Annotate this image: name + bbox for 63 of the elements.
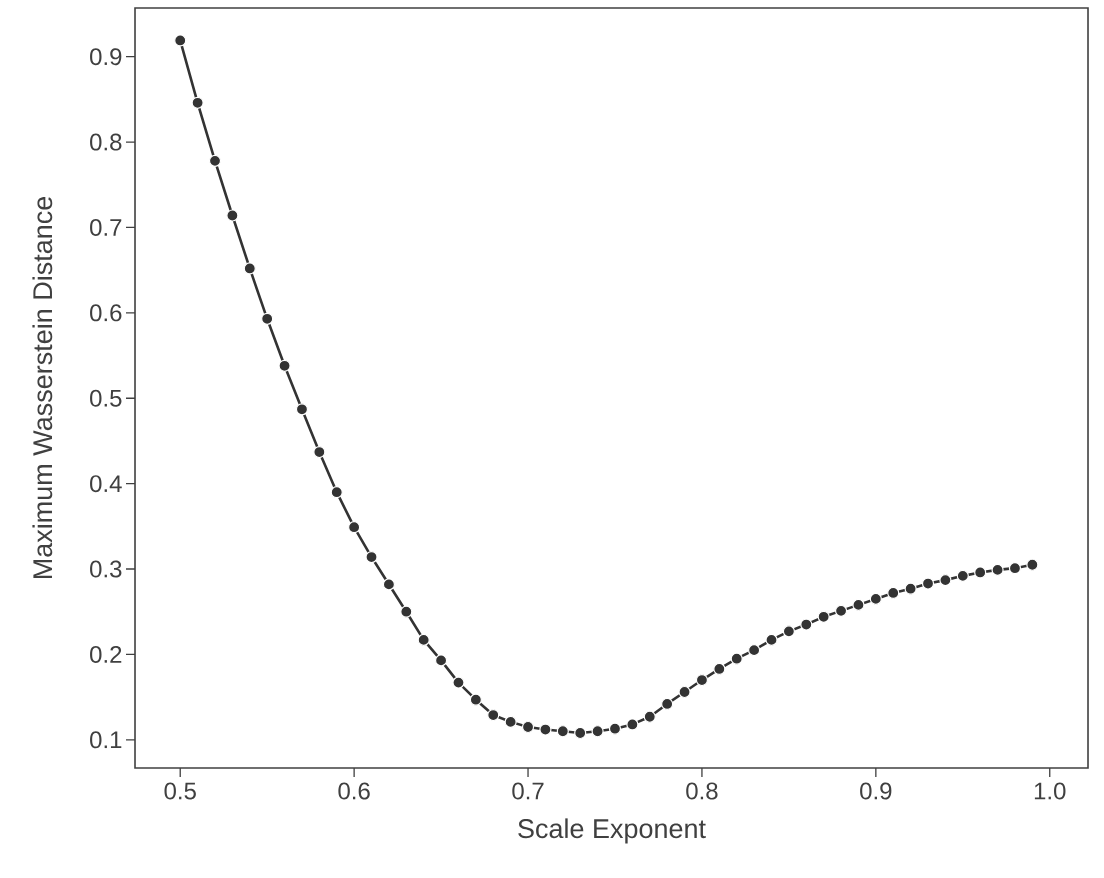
point — [556, 725, 569, 738]
point — [434, 654, 448, 667]
point — [834, 604, 848, 617]
point — [539, 723, 552, 736]
point — [330, 486, 343, 499]
point — [869, 592, 882, 606]
point — [208, 154, 222, 167]
point — [295, 403, 309, 416]
y-tick-label: 0.5 — [90, 389, 122, 407]
point — [313, 445, 326, 459]
point — [504, 715, 517, 728]
point — [365, 550, 378, 564]
x-tick-label: 0.6 — [338, 782, 370, 800]
y-tick-label: 0.7 — [90, 218, 122, 236]
y-tick-label: 0.3 — [90, 560, 122, 578]
point — [487, 708, 500, 722]
x-tick-label: 1.0 — [1034, 782, 1066, 800]
point — [730, 652, 743, 665]
point — [887, 586, 900, 600]
y-tick-label: 0.1 — [90, 731, 122, 749]
point — [921, 577, 935, 590]
point — [974, 566, 987, 579]
point — [817, 610, 830, 623]
y-tick-label: 0.8 — [90, 133, 122, 151]
point — [261, 312, 274, 325]
point — [695, 673, 709, 687]
point — [382, 578, 396, 591]
point — [1008, 562, 1022, 575]
point — [626, 718, 639, 731]
point — [174, 34, 187, 47]
point — [452, 676, 465, 689]
point — [661, 697, 674, 711]
x-tick-label: 0.9 — [860, 782, 892, 800]
point — [469, 693, 482, 706]
point — [608, 722, 622, 735]
y-tick-label: 0.6 — [90, 304, 122, 322]
point — [243, 262, 256, 275]
point — [417, 633, 430, 646]
point — [278, 359, 291, 372]
point — [574, 726, 587, 740]
point — [1026, 558, 1039, 571]
point — [400, 605, 413, 618]
y-tick-label: 0.9 — [90, 48, 122, 66]
y-tick-label: 0.2 — [90, 645, 122, 663]
x-tick-label: 0.5 — [164, 782, 196, 800]
point — [956, 569, 969, 582]
x-axis-title: Scale Exponent — [518, 818, 706, 844]
point — [521, 720, 535, 734]
point — [713, 662, 726, 676]
y-axis-title: Maximum Wasserstein Distance — [32, 196, 53, 579]
x-tick-label: 0.8 — [686, 782, 718, 800]
point — [904, 582, 917, 595]
point — [191, 96, 204, 109]
point — [643, 710, 656, 723]
point — [226, 209, 239, 222]
point — [800, 618, 813, 631]
point — [348, 521, 361, 534]
x-tick-label: 0.7 — [512, 782, 544, 800]
point — [591, 725, 604, 738]
point — [748, 644, 761, 657]
y-tick-label: 0.4 — [90, 475, 122, 493]
point — [678, 685, 691, 699]
point — [782, 625, 795, 638]
